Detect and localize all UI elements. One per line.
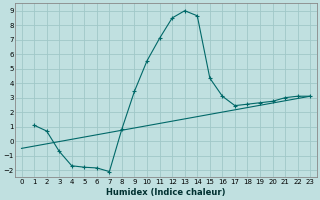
X-axis label: Humidex (Indice chaleur): Humidex (Indice chaleur) xyxy=(106,188,226,197)
